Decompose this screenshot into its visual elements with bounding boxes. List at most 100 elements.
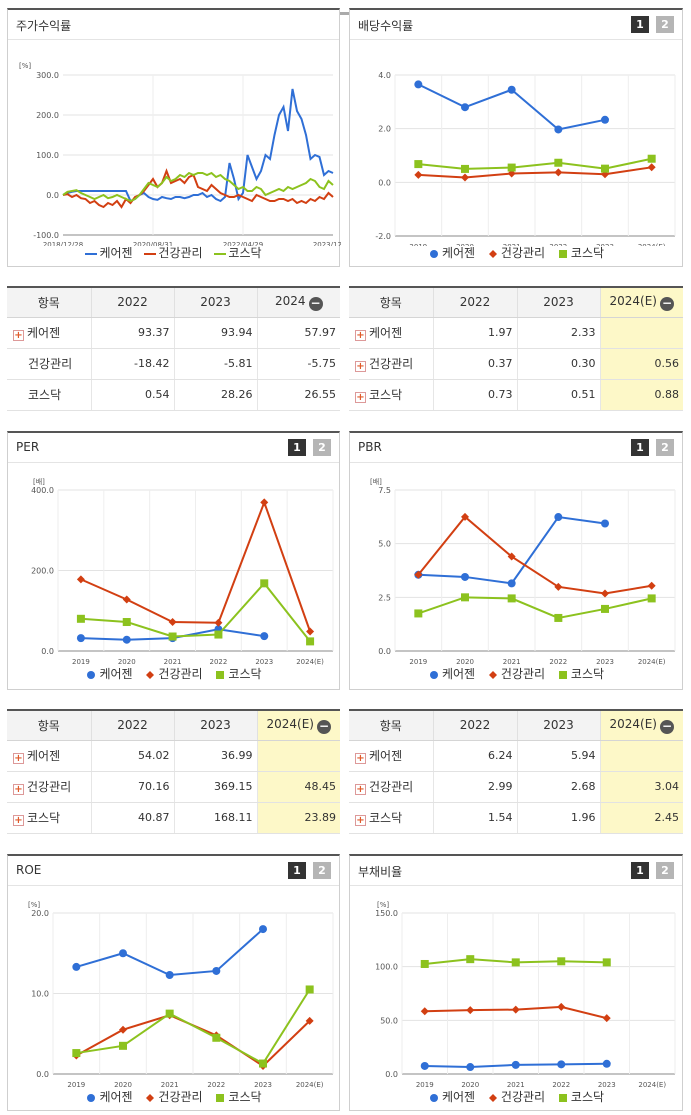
point-health <box>305 1016 314 1025</box>
point-health <box>507 552 516 561</box>
point-careergen <box>554 513 563 522</box>
point-kosdaq <box>414 160 423 169</box>
x-tick-label: 2022 <box>210 658 228 666</box>
cell-value <box>599 317 683 349</box>
legend-item-kosdaq[interactable]: 코스닥 <box>557 1088 604 1105</box>
legend-item-health[interactable]: 건강관리 <box>487 665 545 682</box>
x-tick-label: 2019 <box>409 243 427 246</box>
legend-item-health[interactable]: 건강관리 <box>144 246 203 260</box>
chart-legend: 케어젠 건강관리 코스닥 <box>8 244 339 261</box>
collapse-icon[interactable]: − <box>316 718 331 734</box>
page-button-2[interactable]: 2 <box>313 439 331 456</box>
legend-item-kosdaq[interactable]: 코스닥 <box>557 244 604 261</box>
page-button-1[interactable]: 1 <box>631 16 649 33</box>
chart-legend: 케어젠 건강관리 코스닥 <box>350 665 682 682</box>
axis-unit-label: [%] <box>19 62 31 70</box>
point-kosdaq <box>601 164 609 173</box>
x-tick-label: 2022 <box>552 1081 570 1089</box>
point-kosdaq <box>461 593 469 602</box>
cell-value <box>256 740 340 772</box>
row-label: 건강관리 <box>369 357 414 371</box>
col-header-year: 2022 <box>90 287 174 318</box>
page-button-1[interactable]: 1 <box>631 439 649 456</box>
y-tick-label: 0.0 <box>378 178 391 187</box>
legend-item-kosdaq[interactable]: 코스닥 <box>557 665 604 682</box>
expand-icon[interactable]: + <box>355 330 366 341</box>
legend-item-kosdaq[interactable]: 코스닥 <box>214 665 262 682</box>
legend-item-careergen[interactable]: 케어젠 <box>85 246 133 260</box>
x-tick-label: 2021 <box>503 658 521 666</box>
expand-icon[interactable]: + <box>13 815 24 826</box>
point-careergen <box>601 115 609 124</box>
collapse-icon[interactable]: − <box>308 295 323 311</box>
expand-icon[interactable]: + <box>355 753 366 764</box>
point-health <box>119 1025 127 1034</box>
point-kosdaq <box>306 637 315 646</box>
dividend-table: 항목 2022 2023 2024(E) − + 케어젠 1.97 2.33 + 건강… <box>349 286 683 411</box>
cell-value: 23.89 <box>256 802 340 834</box>
table-row: + 코스닥 1.54 1.96 2.45 <box>349 802 683 834</box>
expand-icon[interactable]: + <box>355 784 366 795</box>
point-health <box>647 581 656 590</box>
x-tick-label: 2019 <box>67 1081 85 1089</box>
pbr-chart: [배]7.5 5.0 2.5 0.0 2019 2020 2021 2022 2023 2024(… <box>370 477 676 666</box>
legend-item-kosdaq[interactable]: 코스닥 <box>214 246 262 260</box>
cell-value: 1.54 <box>432 802 517 834</box>
col-header-year: 2024− <box>256 287 340 318</box>
panel-header: 부채비율 1 2 <box>350 856 682 886</box>
dividend-chart: 4.0 2.0 0.0 -2.0 2019 2020 2021 2022 2023 2024(E) <box>375 71 676 246</box>
y-tick-label: 100.0 <box>36 151 59 160</box>
page-button-2[interactable]: 2 <box>656 862 674 879</box>
point-health <box>466 1006 475 1015</box>
legend-item-kosdaq[interactable]: 코스닥 <box>214 1088 262 1105</box>
roe-panel: ROE 1 2 [%] 20.0 10.0 0.0 2019 2020 2021 2022 20… <box>7 854 340 1111</box>
row-label: 케어젠 <box>27 326 61 340</box>
collapse-icon[interactable]: − <box>659 718 674 734</box>
expand-icon[interactable]: + <box>355 361 366 372</box>
legend-item-health[interactable]: 건강관리 <box>144 1088 203 1105</box>
legend-item-careergen[interactable]: 케어젠 <box>85 1088 133 1105</box>
cell-value: 48.45 <box>256 771 340 803</box>
expand-icon[interactable]: + <box>13 330 24 341</box>
cell-value: -5.81 <box>173 348 257 380</box>
expand-icon[interactable]: + <box>355 815 366 826</box>
page-button-1[interactable]: 1 <box>288 439 306 456</box>
expand-icon[interactable]: + <box>355 392 366 403</box>
x-tick-label: 2019 <box>409 658 427 666</box>
chart-legend: 케어젠 건강관리 코스닥 <box>350 1088 682 1105</box>
page-button-1[interactable]: 1 <box>631 862 649 879</box>
x-tick-label: 2020 <box>456 658 474 666</box>
page-button-1[interactable]: 1 <box>288 862 306 879</box>
legend-item-health[interactable]: 건강관리 <box>144 665 203 682</box>
axis-unit-label: [배] <box>370 477 382 486</box>
page-button-2[interactable]: 2 <box>656 16 674 33</box>
point-kosdaq <box>76 614 85 623</box>
point-careergen <box>259 925 267 934</box>
expand-icon[interactable]: + <box>13 784 24 795</box>
series-line-careergen <box>418 515 606 585</box>
panel-title: ROE <box>16 863 42 877</box>
collapse-icon[interactable]: − <box>659 295 674 311</box>
legend-item-careergen[interactable]: 케어젠 <box>428 665 475 682</box>
legend-item-careergen[interactable]: 케어젠 <box>85 665 133 682</box>
legend-item-health[interactable]: 건강관리 <box>487 1088 545 1105</box>
point-health <box>214 618 223 627</box>
point-careergen <box>414 80 423 89</box>
cell-value: -5.75 <box>256 348 340 380</box>
legend-item-careergen[interactable]: 케어젠 <box>428 1088 475 1105</box>
point-careergen <box>511 1060 520 1069</box>
y-tick-label: 0.0 <box>385 1070 398 1079</box>
point-health <box>557 1002 566 1011</box>
cell-value: 40.87 <box>90 802 174 834</box>
expand-icon[interactable]: + <box>13 753 24 764</box>
page-button-2[interactable]: 2 <box>313 862 331 879</box>
legend-item-careergen[interactable]: 케어젠 <box>428 244 475 261</box>
cell-value: 1.97 <box>432 317 517 349</box>
pbr-panel: PBR 1 2 [배] 7.5 5.0 2.5 0.0 2019 2020 2021 2022 2… <box>349 431 683 690</box>
col-header-year: 2023 <box>516 710 600 741</box>
point-kosdaq <box>168 632 177 641</box>
panel-title: PBR <box>358 440 382 454</box>
legend-item-health[interactable]: 건강관리 <box>487 244 545 261</box>
page-button-2[interactable]: 2 <box>656 439 674 456</box>
point-careergen <box>165 970 174 979</box>
